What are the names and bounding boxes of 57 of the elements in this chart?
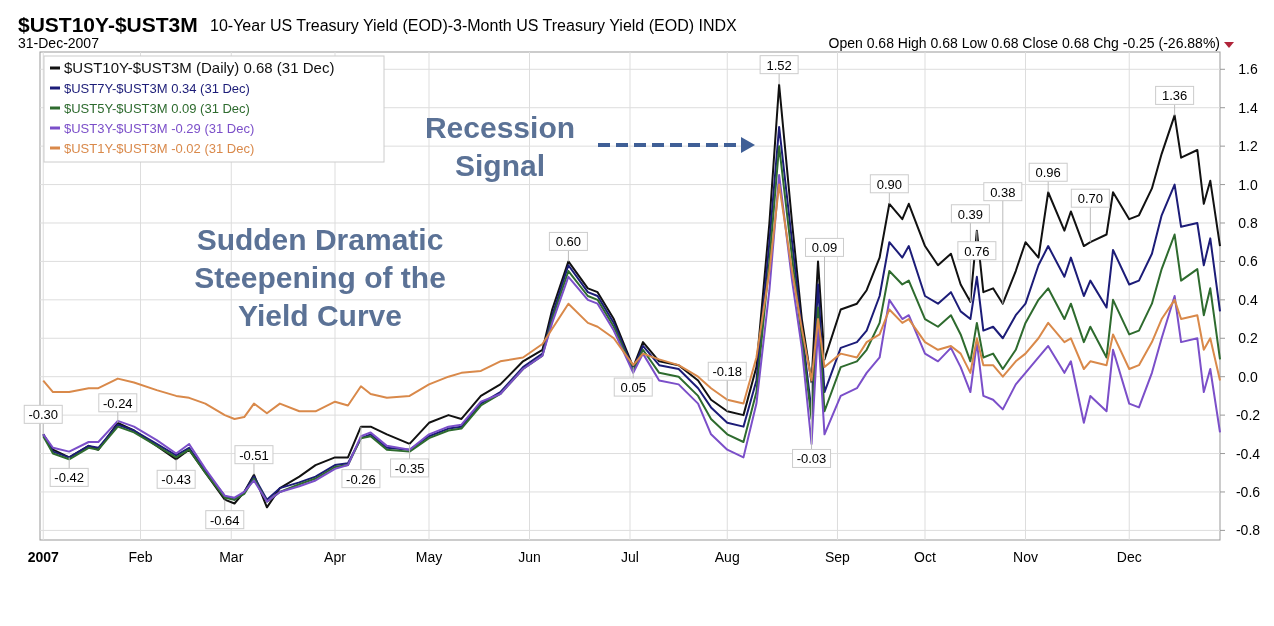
- y-tick-label: 0.8: [1238, 214, 1258, 231]
- data-label: 1.52: [766, 57, 792, 73]
- data-label: -0.42: [54, 470, 84, 486]
- data-label: -0.24: [102, 395, 133, 411]
- text: 31-Dec-2007: [18, 35, 100, 51]
- data-label: 0.70: [1077, 191, 1103, 207]
- annotation: Sudden Dramatic Steepening of the Yield Curve: [194, 223, 446, 332]
- x-tick-label: May: [415, 549, 443, 565]
- y-tick-label: 1.4: [1238, 99, 1258, 116]
- legend-label: $UST1Y-$UST3M -0.02 (31 Dec): [64, 141, 255, 156]
- x-tick-label: Aug: [714, 549, 740, 565]
- y-tick-label: -0.2: [1235, 407, 1261, 424]
- x-tick-label: Apr: [324, 549, 347, 565]
- x-tick-label: Dec: [1116, 549, 1142, 565]
- data-label: 0.96: [1035, 165, 1061, 181]
- y-tick-label: 0.0: [1238, 368, 1258, 385]
- data-label: -0.18: [712, 364, 743, 380]
- chart-subtitle: 10-Year US Treasury Yield (EOD)-3-Month US Treasury Yield (EOD) INDX: [210, 17, 738, 34]
- x-tick-label: 2007: [27, 549, 60, 565]
- x-tick-label: Jun: [518, 549, 541, 565]
- data-label: 0.39: [957, 206, 984, 222]
- data-label: 0.09: [811, 240, 838, 256]
- y-tick-label: -0.6: [1235, 483, 1261, 500]
- y-tick-label: 1.0: [1238, 176, 1258, 193]
- data-label: -0.43: [161, 472, 191, 488]
- x-tick-label: Feb: [128, 549, 153, 565]
- y-tick-label: 0.6: [1238, 253, 1258, 270]
- data-label: 0.05: [620, 380, 646, 396]
- data-label: 0.60: [555, 234, 582, 250]
- x-tick-label: Mar: [219, 549, 244, 565]
- y-tick-label: -0.4: [1235, 445, 1261, 462]
- data-label: -0.26: [346, 471, 376, 487]
- y-tick-label: 1.6: [1238, 61, 1258, 78]
- y-tick-label: 0.4: [1238, 291, 1258, 308]
- y-tick-label: -0.8: [1235, 522, 1261, 539]
- x-tick-label: Nov: [1013, 549, 1038, 565]
- y-tick-label: 0.2: [1238, 330, 1258, 347]
- data-label: -0.35: [394, 460, 425, 476]
- text: Open 0.68 High 0.68 Low 0.68 Close 0.68 Chg -0.25 (-26.88%): [828, 35, 1220, 51]
- data-label: -0.51: [239, 447, 269, 463]
- annotation: Recession Signal: [424, 111, 576, 182]
- data-label: -0.03: [796, 451, 827, 467]
- data-label: 0.90: [876, 176, 902, 192]
- data-label: 0.38: [990, 184, 1016, 200]
- data-label: 0.76: [964, 243, 990, 259]
- data-label: -0.30: [28, 407, 59, 423]
- legend-label: $UST7Y-$UST3M 0.34 (31 Dec): [64, 81, 250, 96]
- chart-title: $UST10Y-$UST3M: [18, 13, 198, 36]
- data-label: -0.64: [209, 512, 240, 528]
- legend-label: $UST10Y-$UST3M (Daily) 0.68 (31 Dec): [64, 59, 335, 76]
- legend-label: $UST5Y-$UST3M 0.09 (31 Dec): [64, 101, 250, 116]
- y-tick-label: 1.2: [1238, 138, 1258, 155]
- x-tick-label: Sep: [825, 549, 851, 565]
- legend-label: $UST3Y-$UST3M -0.29 (31 Dec): [64, 121, 255, 136]
- data-label: 1.36: [1161, 88, 1188, 104]
- x-tick-label: Jul: [621, 549, 639, 565]
- x-tick-label: Oct: [914, 549, 936, 565]
